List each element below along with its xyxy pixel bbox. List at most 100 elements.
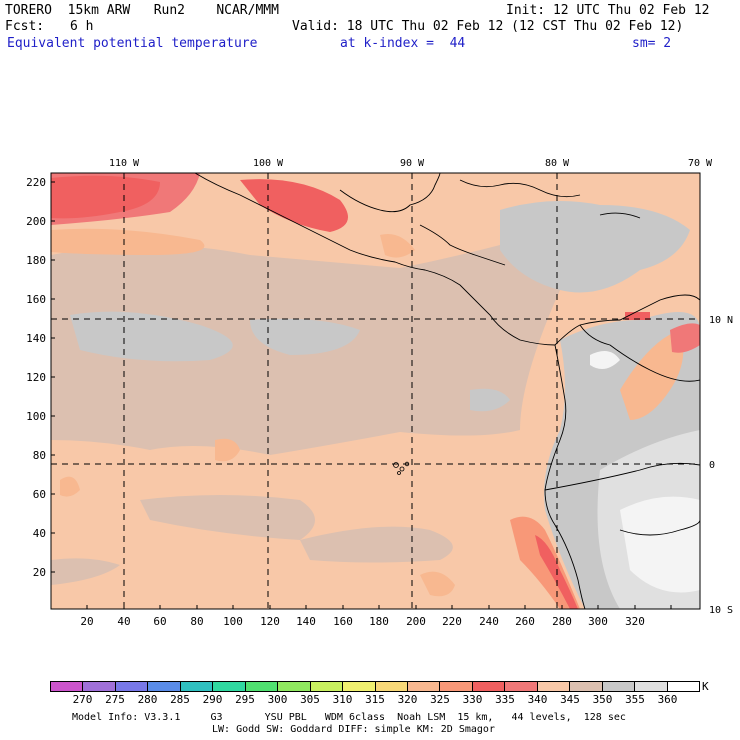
hispaniola-coast	[599, 212, 641, 219]
y-tick-200: 200	[26, 215, 46, 228]
smoothing-info: sm= 2	[632, 36, 672, 51]
y-tick-80: 80	[33, 449, 46, 462]
colorbar-segment	[148, 682, 181, 691]
map-frame	[50, 172, 701, 610]
shade-330-andes	[670, 323, 700, 353]
colorbar-tick-label: 290	[202, 693, 223, 706]
forecast-hour: 6 h	[70, 19, 94, 34]
colorbar-segment	[51, 682, 84, 691]
colorbar-tick-label: 310	[332, 693, 353, 706]
shade-345-sw	[51, 558, 120, 585]
y-tick-40: 40	[33, 527, 46, 540]
colorbar-segment	[667, 682, 700, 691]
colorbar-segment	[343, 682, 376, 691]
colorbar-segment	[407, 682, 441, 691]
border-bolivia	[619, 519, 700, 536]
colorbar-tick-label: 340	[527, 693, 548, 706]
colorbar-segment	[570, 682, 603, 691]
model-title: TORERO 15km ARW Run2 NCAR/MMM	[5, 3, 279, 18]
colorbar-segment	[602, 682, 636, 691]
colorbar-tick-label: 320	[397, 693, 418, 706]
colorbar-tick-label: 270	[72, 693, 93, 706]
x-tick-40: 40	[117, 615, 130, 628]
lat-label-10s: 10 S	[709, 605, 733, 616]
shade-360-colombia	[590, 351, 620, 369]
cuba-coast	[459, 179, 581, 198]
colorbar-tick-label: 350	[592, 693, 613, 706]
colorbar-tick-label: 275	[105, 693, 125, 706]
shade-325-w	[60, 476, 80, 497]
shade-335-nw	[51, 175, 160, 219]
field-name: Equivalent potential temperature	[7, 36, 258, 51]
gulf-coast	[339, 173, 441, 213]
x-tick-60: 60	[153, 615, 166, 628]
colorbar-segment	[213, 682, 246, 691]
lon-label-100w: 100 W	[253, 158, 284, 169]
model-info: Model Info: V3.3.1 G3 YSU PBL WDM 6class…	[72, 712, 626, 723]
border-line	[579, 324, 700, 382]
lon-label-80w: 80 W	[545, 158, 570, 169]
shade-325-andes	[620, 330, 684, 420]
colorbar-tick-label: 295	[235, 693, 255, 706]
shade-335-mexico	[240, 179, 348, 232]
colorbar-tick-label: 305	[300, 693, 320, 706]
y-tick-180: 180	[26, 254, 46, 267]
colorbar-tick-label: 345	[560, 693, 580, 706]
x-tick-300: 300	[588, 615, 608, 628]
pacific-coast	[194, 173, 700, 346]
field-shading	[51, 173, 700, 609]
colorbar-segment	[278, 682, 311, 691]
x-tick-260: 260	[515, 615, 535, 628]
colorbar-segment	[180, 682, 214, 691]
level-info: at k-index = 44	[340, 36, 466, 51]
lat-lon-grid	[51, 173, 700, 609]
shade-325-band	[51, 228, 205, 255]
colorbar-tick-label: 360	[657, 693, 678, 706]
colorbar-segment	[245, 682, 279, 691]
colorbar-tick-label: 325	[430, 693, 450, 706]
x-tick-180: 180	[369, 615, 389, 628]
x-tick-240: 240	[479, 615, 499, 628]
shade-350-a	[70, 311, 233, 362]
lat-label-10n: 10 N	[709, 315, 733, 326]
x-tick-100: 100	[223, 615, 243, 628]
x-tick-120: 120	[260, 615, 280, 628]
lat-label-0: 0	[709, 460, 715, 471]
x-tick-220: 220	[442, 615, 462, 628]
caribbean-coast	[419, 224, 506, 266]
y-tick-220: 220	[26, 176, 46, 189]
colorbar-segment	[505, 682, 538, 691]
axis-ticks	[51, 181, 672, 609]
colorbar-labels: 270 275 280 285 290 295 300 305 310 315 320 325 330 3…	[50, 681, 710, 708]
colorbar-segment	[635, 682, 668, 691]
shade-350-b	[250, 318, 360, 355]
colorbar-segment	[310, 682, 344, 691]
colorbar-segment	[83, 682, 116, 691]
shade-325-eq	[215, 438, 240, 462]
theta-e-map: 110 W 100 W 90 W 80 W 70 W 10 N 0 10 S 2…	[26, 158, 733, 628]
x-tick-320: 320	[625, 615, 645, 628]
x-tick-20: 20	[80, 615, 93, 628]
y-tick-140: 140	[26, 332, 46, 345]
colorbar-unit: K	[702, 680, 709, 693]
valid-time: Valid: 18 UTC Thu 02 Feb 12 (12 CST Thu …	[292, 19, 684, 34]
y-tick-100: 100	[26, 410, 46, 423]
lon-label-90w: 90 W	[400, 158, 425, 169]
colorbar-segment	[115, 682, 149, 691]
x-tick-280: 280	[552, 615, 572, 628]
colorbar	[50, 681, 700, 692]
colorbar-tick-label: 280	[137, 693, 158, 706]
shade-345-south2	[300, 526, 453, 563]
colorbar-segment	[375, 682, 408, 691]
y-tick-160: 160	[26, 293, 46, 306]
shade-350-c	[470, 388, 510, 412]
shade-345-south	[140, 495, 315, 540]
colorbar-tick-label: 355	[625, 693, 645, 706]
colorbar-segment	[440, 682, 473, 691]
lon-label-110w: 110 W	[109, 158, 140, 169]
shade-335-caribbean	[625, 312, 650, 320]
colorbar-tick-label: 300	[267, 693, 288, 706]
colorbar-segment	[537, 682, 571, 691]
x-tick-140: 140	[296, 615, 316, 628]
colorbar-segment	[472, 682, 506, 691]
